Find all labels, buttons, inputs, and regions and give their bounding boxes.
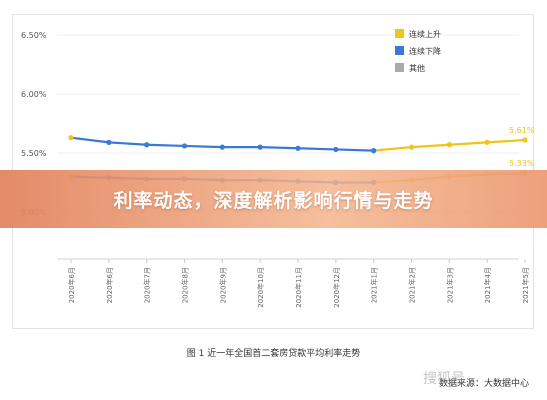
data-point <box>409 145 414 150</box>
data-point <box>333 147 338 152</box>
y-tick-label: 5.50% <box>21 149 47 158</box>
series-line-segment <box>336 149 374 150</box>
legend-label: 其他 <box>409 63 425 73</box>
data-source: 数据来源：大数据中心 <box>439 376 529 389</box>
y-tick-label: 6.00% <box>21 90 47 99</box>
x-tick-label: 2020年7月 <box>143 267 152 303</box>
data-point <box>447 142 452 147</box>
x-tick-label: 2020年12月 <box>332 267 341 308</box>
series-line-segment <box>449 142 487 144</box>
series-line-segment <box>298 148 336 149</box>
y-tick-label: 6.50% <box>21 31 47 40</box>
series-line-segment <box>71 138 109 143</box>
x-tick-label: 2020年6月 <box>67 267 76 303</box>
x-tick-label: 2021年2月 <box>408 267 417 303</box>
x-tick-label: 2021年4月 <box>483 267 492 303</box>
figure-caption: 图 1 近一年全国首二套房贷款平均利率走势 <box>0 346 547 359</box>
data-point <box>220 145 225 150</box>
legend-swatch <box>395 29 404 38</box>
x-tick-label: 2021年5月 <box>521 267 530 303</box>
data-point <box>371 148 376 153</box>
legend-label: 连续上升 <box>409 29 441 39</box>
legend-label: 连续下降 <box>409 46 441 56</box>
title-banner: 利率动态，深度解析影响行情与走势 <box>0 170 547 228</box>
data-point <box>522 137 527 142</box>
x-tick-label: 2020年11月 <box>294 267 303 308</box>
series-line-segment <box>185 146 223 147</box>
series-line-segment <box>147 145 185 146</box>
legend-swatch <box>395 46 404 55</box>
banner-title: 利率动态，深度解析影响行情与走势 <box>113 186 433 213</box>
end-value-label: 5.33% <box>509 159 535 168</box>
data-point <box>295 146 300 151</box>
series-line-segment <box>412 145 450 147</box>
series-line-segment <box>487 140 525 142</box>
x-tick-label: 2020年6月 <box>105 267 114 303</box>
data-point <box>144 142 149 147</box>
data-point <box>182 143 187 148</box>
series-line-segment <box>374 147 412 151</box>
series-line-segment <box>260 147 298 148</box>
data-point <box>258 145 263 150</box>
series-line-segment <box>109 142 147 144</box>
data-point <box>68 135 73 140</box>
x-tick-label: 2020年9月 <box>218 267 227 303</box>
data-point <box>106 140 111 145</box>
x-tick-label: 2021年1月 <box>370 267 379 303</box>
end-value-label: 5.61% <box>509 126 535 135</box>
x-tick-label: 2021年3月 <box>445 267 454 303</box>
x-tick-label: 2020年8月 <box>181 267 190 303</box>
x-tick-label: 2020年10月 <box>256 267 265 308</box>
legend-swatch <box>395 63 404 72</box>
data-point <box>485 140 490 145</box>
